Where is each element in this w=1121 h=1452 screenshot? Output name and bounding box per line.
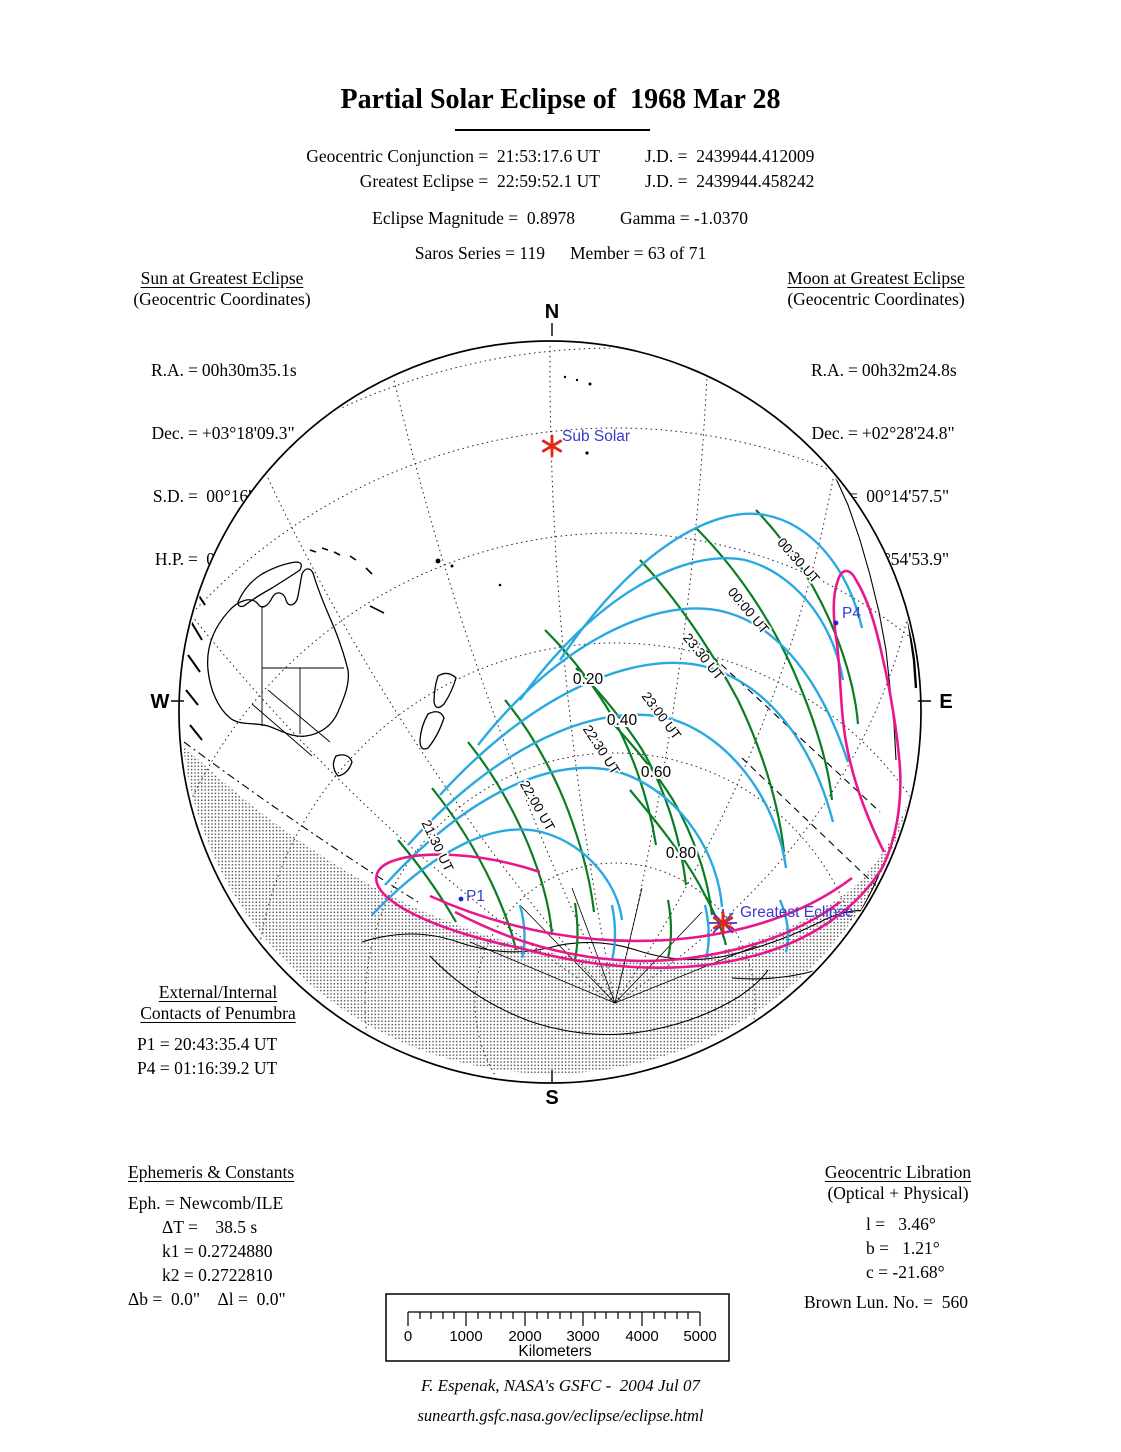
greatest-eclipse-marker — [709, 909, 737, 937]
sun-ra-row: R.A. = 00h30m35.1s — [150, 360, 297, 380]
geocentric-conjunction-value: Geocentric Conjunction = 21:53:17.6 UT — [306, 146, 600, 166]
compass-south-label: S — [545, 1087, 558, 1109]
p1-contact-point — [458, 896, 464, 902]
sub-solar-label: Sub Solar — [562, 428, 630, 445]
k1-value: k1 = 0.2724880 — [162, 1241, 273, 1261]
south-pole-meridian-spokes — [469, 887, 757, 1004]
libration-c-value: c = -21.68° — [866, 1262, 945, 1282]
brown-lunation-number: Brown Lun. No. = 560 — [804, 1292, 968, 1312]
credit-line: F. Espenak, NASA's GSFC - 2004 Jul 07 — [420, 1376, 701, 1395]
ephemeris-title: Ephemeris & Constants — [128, 1162, 295, 1182]
page-title: Partial Solar Eclipse of 1968 Mar 28 — [340, 84, 781, 115]
eclipse-magnitude-value: Eclipse Magnitude = 0.8978 — [372, 208, 575, 228]
title-rule — [455, 129, 650, 131]
inner-limit-south-2 — [429, 876, 853, 943]
sun-dec-row: Dec. = +03°18'09.3" — [151, 423, 295, 443]
new-zealand-north-island — [433, 672, 457, 709]
compass-ticks — [171, 323, 931, 1082]
scale-bar-unit-label: Kilometers — [518, 1343, 591, 1360]
sun-block-subtitle: (Geocentric Coordinates) — [133, 289, 311, 309]
libration-title: Geocentric Libration — [824, 1162, 972, 1182]
delta-b-l-values: Δb = 0.0" Δl = 0.0" — [128, 1289, 286, 1309]
scale-tick-0: 0 — [404, 1328, 412, 1345]
moon-block-subtitle: (Geocentric Coordinates) — [787, 289, 965, 309]
magnitude-060-label: 0.60 — [641, 764, 672, 781]
magnitude-020-label: 0.20 — [573, 671, 604, 688]
scale-bar-ruler — [407, 1311, 701, 1326]
magnitude-value-labels: 0.20 0.40 0.60 0.80 — [571, 669, 699, 864]
saros-member-value: Member = 63 of 71 — [570, 243, 707, 263]
new-zealand-south-island — [419, 711, 445, 750]
gamma-value: Gamma = -1.0370 — [620, 208, 748, 228]
greatest-eclipse-label: Greatest Eclipse — [740, 904, 854, 921]
libration-l-value: l = 3.46° — [866, 1214, 936, 1234]
night-shading-stipple — [183, 745, 914, 1074]
compass-east-label: E — [939, 691, 952, 713]
p4-contact-point — [833, 620, 839, 626]
saros-series-value: Saros Series = 119 — [414, 243, 545, 263]
libration-b-value: b = 1.21° — [866, 1238, 940, 1258]
contacts-title-line1: External/Internal — [158, 982, 278, 1002]
contact-p1-time: P1 = 20:43:35.4 UT — [137, 1034, 278, 1054]
distance-scale-bar: 0 1000 2000 3000 4000 5000 Kilometers — [385, 1293, 730, 1362]
australia-state-borders — [251, 606, 344, 757]
new-guinea-coastline — [237, 561, 302, 608]
scale-bar-frame — [385, 1293, 730, 1362]
map-point-labels: Sub Solar Greatest Eclipse P1 P4 — [466, 428, 861, 921]
moon-block-title: Moon at Greatest Eclipse — [787, 268, 965, 288]
melanesia-islands — [309, 547, 385, 614]
moon-dec-row: Dec. = +02°28'24.8" — [811, 423, 955, 443]
ephemeris-source: Eph. = Newcomb/ILE — [128, 1193, 284, 1213]
contact-p4-time: P4 = 01:16:39.2 UT — [137, 1058, 278, 1078]
scale-tick-5000: 5000 — [683, 1328, 716, 1345]
conjunction-jd-value: J.D. = 2439944.412009 — [645, 146, 815, 166]
scale-tick-1000: 1000 — [449, 1328, 482, 1345]
compass-west-label: W — [151, 691, 170, 713]
ut-time-curves — [371, 512, 864, 961]
magnitude-040-label: 0.40 — [607, 712, 638, 729]
small-islands — [435, 375, 592, 587]
australia-coastline — [206, 568, 350, 737]
indonesia-limb-islands — [185, 589, 206, 741]
tasmania-coastline — [332, 754, 353, 777]
compass-labels: N S W E — [151, 301, 953, 1109]
compass-north-label: N — [545, 301, 559, 323]
libration-subtitle: (Optical + Physical) — [827, 1183, 969, 1203]
url-line: sunearth.gsfc.nasa.gov/eclipse/eclipse.h… — [417, 1406, 704, 1425]
moon-ra-row: R.A. = 00h32m24.8s — [810, 360, 957, 380]
scale-tick-3000: 3000 — [566, 1328, 599, 1345]
p4-label: P4 — [842, 605, 861, 622]
scale-bar-tick-labels: 0 1000 2000 3000 4000 5000 — [404, 1328, 717, 1345]
greatest-eclipse-value: Greatest Eclipse = 22:59:52.1 UT — [359, 171, 600, 191]
p1-label: P1 — [466, 888, 485, 905]
magnitude-080-label: 0.80 — [666, 845, 697, 862]
greatest-eclipse-jd-value: J.D. = 2439944.458242 — [645, 171, 815, 191]
antarctica-inner-coast — [429, 955, 769, 1035]
outer-limit-and-p4-loop — [519, 569, 902, 969]
penumbra-limit-curves — [374, 569, 902, 969]
sun-block-title: Sun at Greatest Eclipse — [140, 268, 304, 288]
inner-limit-south-1 — [454, 900, 841, 963]
scale-tick-2000: 2000 — [508, 1328, 541, 1345]
contacts-title-line2: Contacts of Penumbra — [140, 1003, 296, 1023]
sub-solar-marker — [541, 434, 563, 458]
delta-t-value: ΔT = 38.5 s — [162, 1217, 258, 1237]
k2-value: k2 = 0.2722810 — [162, 1265, 273, 1285]
p1-sunrise-loop — [374, 853, 541, 950]
scale-tick-4000: 4000 — [625, 1328, 658, 1345]
